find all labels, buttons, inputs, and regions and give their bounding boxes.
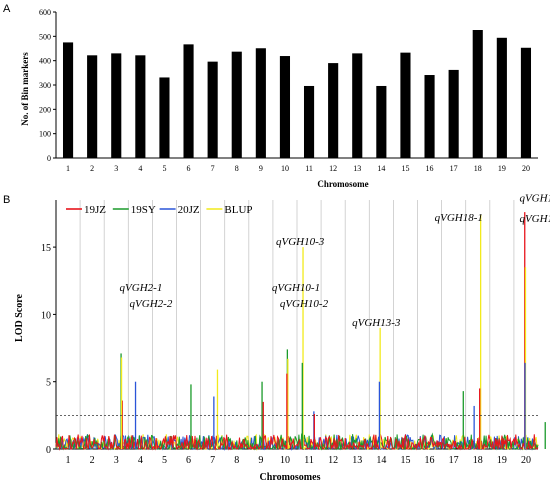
bar-x-tick-label: 13 — [353, 164, 361, 173]
bar — [207, 61, 218, 158]
bar-y-tick-label: 600 — [39, 8, 51, 17]
lod-y-tick-label: 0 — [46, 445, 51, 456]
lod-x-tick-label: 19 — [497, 455, 507, 466]
bar-x-axis-label: Chromosome — [317, 179, 368, 189]
qtl-label: qVGH19-1.1 — [519, 192, 550, 204]
bar-y-tick-label: 300 — [39, 81, 51, 90]
bar-y-tick-label: 0 — [47, 154, 51, 163]
qtl-label: qVGH2-2 — [130, 298, 173, 310]
qtl-label: qVGH19-1.2 — [519, 213, 550, 225]
bar-x-tick-label: 7 — [211, 164, 215, 173]
bar — [111, 53, 122, 158]
bar — [62, 42, 74, 158]
bar-x-tick-label: 18 — [474, 164, 482, 173]
legend-label: 19SY — [131, 204, 156, 216]
bar — [303, 85, 315, 158]
lod-x-axis-label: Chromosomes — [260, 472, 321, 483]
bar-y-tick-label: 200 — [39, 105, 51, 114]
lod-x-tick-label: 18 — [473, 455, 483, 466]
bar — [87, 55, 98, 158]
bar-y-tick-label: 400 — [39, 57, 51, 66]
bar — [448, 69, 459, 158]
panel-b-label: B — [3, 194, 10, 206]
lod-x-tick-label: 1 — [66, 455, 71, 466]
bar-y-axis-label: No. of Bin markers — [20, 52, 30, 126]
qtl-label: qVGH10-1 — [272, 282, 320, 294]
lod-x-tick-label: 11 — [304, 455, 314, 466]
bar-x-tick-label: 11 — [305, 164, 313, 173]
bar — [376, 85, 387, 158]
lod-x-tick-label: 4 — [138, 455, 143, 466]
bar-x-tick-label: 6 — [187, 164, 191, 173]
bar-x-tick-label: 3 — [114, 164, 118, 173]
bar — [255, 48, 266, 158]
bar-x-tick-label: 17 — [450, 164, 458, 173]
bar-x-tick-label: 19 — [498, 164, 506, 173]
bar-x-tick-label: 5 — [162, 164, 166, 173]
bar — [496, 37, 507, 158]
bar-x-tick-label: 20 — [522, 164, 530, 173]
lod-x-tick-label: 16 — [425, 455, 435, 466]
bar — [472, 30, 483, 158]
lod-x-tick-label: 20 — [521, 455, 531, 466]
bar — [279, 56, 291, 158]
lod-x-tick-label: 13 — [352, 455, 362, 466]
panel-a-label: A — [3, 3, 11, 15]
lod-y-tick-label: 10 — [41, 310, 51, 321]
lod-y-axis-label: LOD Score — [14, 294, 25, 342]
qtl-label: qVGH10-3 — [276, 236, 325, 248]
bar — [400, 52, 411, 158]
lod-x-tick-label: 10 — [280, 455, 290, 466]
lod-trace-19JZ — [55, 433, 539, 451]
bar — [231, 51, 242, 159]
bar — [328, 63, 339, 158]
lod-x-tick-label: 17 — [449, 455, 459, 466]
qtl-label: qVGH18-1 — [435, 212, 483, 224]
lod-x-tick-label: 9 — [258, 455, 263, 466]
qtl-label: qVGH10-2 — [280, 298, 329, 310]
legend-label: BLUP — [224, 204, 252, 216]
lod-x-tick-label: 12 — [328, 455, 338, 466]
lod-x-tick-label: 6 — [186, 455, 191, 466]
bar — [183, 44, 194, 158]
lod-x-tick-label: 2 — [90, 455, 95, 466]
lod-x-tick-label: 7 — [210, 455, 215, 466]
bar-x-tick-label: 2 — [90, 164, 94, 173]
lod-x-tick-label: 5 — [162, 455, 167, 466]
bar-x-tick-label: 15 — [401, 164, 409, 173]
bar-y-tick-label: 100 — [39, 130, 51, 139]
qtl-label: qVGH13-3 — [352, 317, 401, 329]
lod-x-tick-label: 3 — [114, 455, 119, 466]
bar-x-tick-label: 14 — [377, 164, 385, 173]
bar-x-tick-label: 16 — [426, 164, 434, 173]
bar — [424, 75, 435, 158]
lod-legend: 19JZ 19SY 20JZ BLUP — [66, 204, 253, 216]
bar-x-tick-label: 4 — [138, 164, 142, 173]
bar-x-tick-label: 1 — [66, 164, 70, 173]
bar — [352, 53, 363, 158]
bar-x-tick-label: 8 — [235, 164, 239, 173]
bar — [159, 77, 170, 158]
lod-y-tick-label: 5 — [46, 378, 51, 389]
bar — [520, 47, 532, 158]
lod-x-tick-label: 15 — [400, 455, 410, 466]
lod-x-tick-label: 8 — [234, 455, 239, 466]
bar-y-tick-label: 500 — [39, 32, 51, 41]
bar — [135, 55, 146, 158]
legend-label: 19JZ — [84, 204, 106, 216]
lod-x-tick-label: 14 — [376, 455, 386, 466]
lod-y-tick-label: 15 — [41, 243, 51, 254]
bar-x-tick-label: 9 — [259, 164, 263, 173]
legend-label: 20JZ — [178, 204, 200, 216]
qtl-label: qVGH2-1 — [120, 282, 163, 294]
bar-x-tick-label: 12 — [329, 164, 337, 173]
bar-x-tick-label: 10 — [281, 164, 289, 173]
